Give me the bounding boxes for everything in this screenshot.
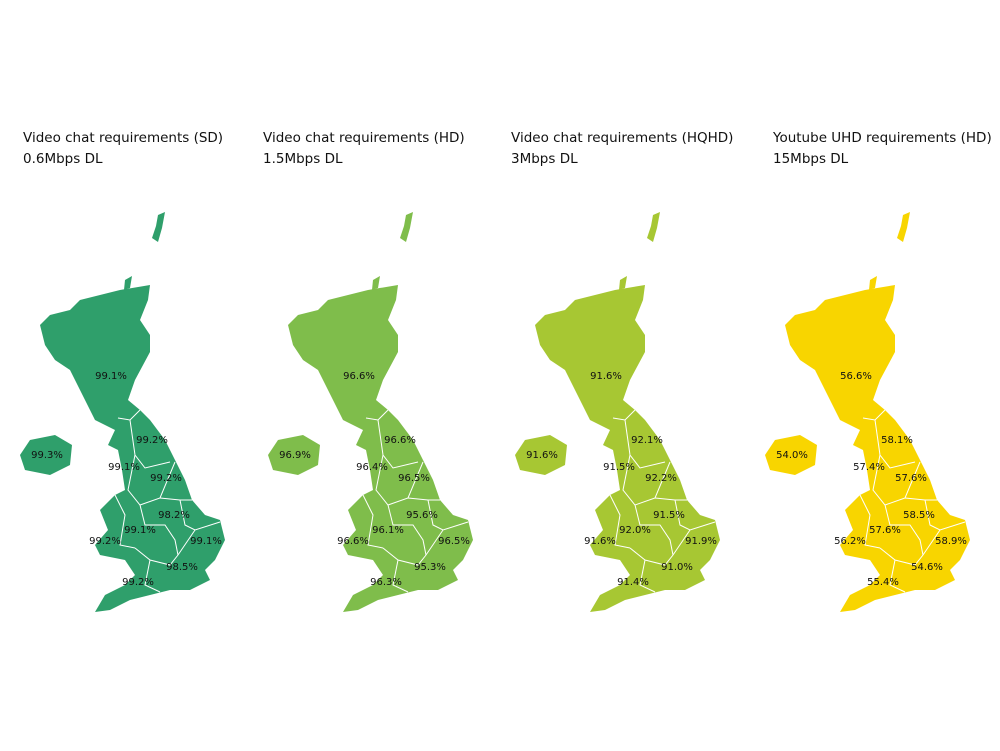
map-title: Video chat requirements (SD) — [23, 130, 223, 146]
map-subtitle: 1.5Mbps DL — [263, 151, 343, 167]
region-value: 91.5% — [653, 510, 685, 521]
map-subtitle: 15Mbps DL — [773, 151, 849, 167]
uk-map: 56.6%54.0%58.1%57.4%57.6%58.5%57.6%56.2%… — [765, 212, 970, 612]
region-value: 96.1% — [372, 525, 404, 536]
uk-shape — [268, 212, 473, 612]
uk-map: 91.6%91.6%92.1%91.5%92.2%91.5%92.0%91.6%… — [515, 212, 720, 612]
region-value: 92.1% — [631, 435, 663, 446]
uk-shape — [765, 212, 970, 612]
region-value: 99.1% — [124, 525, 156, 536]
region-value: 91.9% — [685, 536, 717, 547]
region-value: 54.6% — [911, 562, 943, 573]
uk-shape — [515, 212, 720, 612]
region-value: 91.6% — [526, 450, 558, 461]
region-value: 55.4% — [867, 577, 899, 588]
region-value: 96.4% — [356, 462, 388, 473]
region-value: 99.1% — [108, 462, 140, 473]
uk-map: 96.6%96.9%96.6%96.4%96.5%95.6%96.1%96.6%… — [268, 212, 473, 612]
region-value: 99.2% — [150, 473, 182, 484]
region-value: 56.6% — [840, 371, 872, 382]
region-value: 92.2% — [645, 473, 677, 484]
region-value: 91.6% — [584, 536, 616, 547]
map-subtitle: 3Mbps DL — [511, 151, 578, 167]
region-value: 57.4% — [853, 462, 885, 473]
region-value: 91.5% — [603, 462, 635, 473]
region-value: 57.6% — [869, 525, 901, 536]
region-value: 96.5% — [438, 536, 470, 547]
region-value: 91.4% — [617, 577, 649, 588]
region-value: 96.3% — [370, 577, 402, 588]
region-value: 92.0% — [619, 525, 651, 536]
region-value: 99.1% — [190, 536, 222, 547]
uk-shape — [20, 212, 225, 612]
map-subtitle: 0.6Mbps DL — [23, 151, 103, 167]
region-value: 56.2% — [834, 536, 866, 547]
region-value: 96.5% — [398, 473, 430, 484]
region-value: 95.6% — [406, 510, 438, 521]
map-title: Video chat requirements (HD) — [263, 130, 465, 146]
map-title: Youtube UHD requirements (HD) — [772, 130, 992, 146]
region-value: 96.9% — [279, 450, 311, 461]
region-value: 98.2% — [158, 510, 190, 521]
region-value: 58.1% — [881, 435, 913, 446]
region-value: 99.3% — [31, 450, 63, 461]
region-value: 58.9% — [935, 536, 967, 547]
region-value: 98.5% — [166, 562, 198, 573]
region-value: 91.0% — [661, 562, 693, 573]
region-value: 95.3% — [414, 562, 446, 573]
map-title: Video chat requirements (HQHD) — [511, 130, 733, 146]
uk-map: 99.1%99.3%99.2%99.1%99.2%98.2%99.1%99.2%… — [20, 212, 225, 612]
region-value: 58.5% — [903, 510, 935, 521]
region-value: 91.6% — [590, 371, 622, 382]
region-value: 99.2% — [89, 536, 121, 547]
region-value: 96.6% — [337, 536, 369, 547]
region-value: 99.2% — [122, 577, 154, 588]
region-value: 57.6% — [895, 473, 927, 484]
region-value: 96.6% — [343, 371, 375, 382]
region-value: 96.6% — [384, 435, 416, 446]
region-value: 99.1% — [95, 371, 127, 382]
region-value: 54.0% — [776, 450, 808, 461]
region-value: 99.2% — [136, 435, 168, 446]
